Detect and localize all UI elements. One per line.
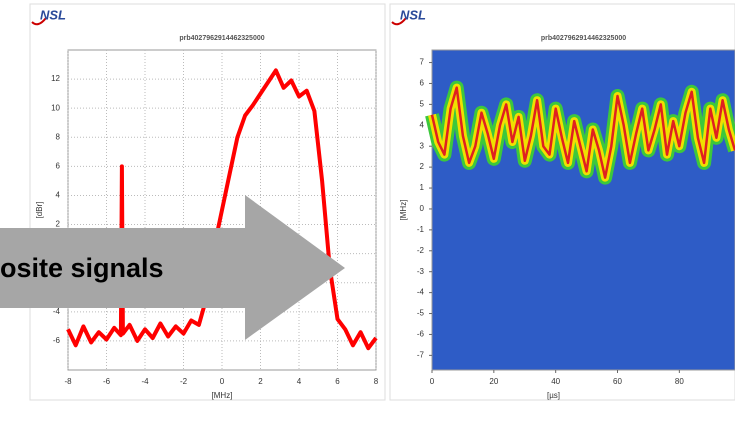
x-tick-label: 8 — [374, 377, 379, 386]
y-axis-label: [dBr] — [35, 202, 44, 219]
y-tick-label: -7 — [417, 350, 425, 359]
y-tick-label: 12 — [51, 74, 60, 83]
logo: NSL — [40, 7, 66, 22]
x-tick-label: -6 — [103, 377, 111, 386]
x-tick-label: 2 — [258, 377, 263, 386]
y-tick-label: 5 — [420, 99, 425, 108]
x-axis-label: [MHz] — [212, 391, 233, 400]
y-tick-label: -3 — [417, 267, 425, 276]
logo: NSL — [400, 7, 426, 22]
y-tick-label: 0 — [420, 204, 425, 213]
logo-swoosh — [391, 17, 407, 26]
y-axis-label: [MHz] — [399, 200, 408, 221]
charts: NSLprb4027962914462325000-6-4-2024681012… — [35, 7, 735, 400]
x-tick-label: 80 — [675, 377, 684, 386]
y-tick-label: 2 — [420, 162, 425, 171]
y-tick-label: -5 — [417, 309, 425, 318]
x-axis-label: [µs] — [547, 391, 560, 400]
logo-swoosh — [31, 17, 47, 26]
y-tick-label: 10 — [51, 103, 60, 112]
x-tick-label: -8 — [64, 377, 72, 386]
y-tick-label: 4 — [56, 191, 61, 200]
y-tick-label: 6 — [420, 79, 425, 88]
y-tick-label: 1 — [420, 183, 425, 192]
y-tick-label: -4 — [417, 288, 425, 297]
y-tick-label: -6 — [53, 336, 61, 345]
y-tick-label: 6 — [56, 161, 61, 170]
y-tick-label: -4 — [53, 307, 61, 316]
chart-title: prb4027962914462325000 — [541, 35, 626, 42]
overlay-text: osite signals — [0, 253, 164, 283]
x-tick-label: 4 — [297, 377, 302, 386]
x-tick-label: 20 — [489, 377, 498, 386]
y-tick-label: 4 — [420, 120, 425, 129]
y-tick-label: 3 — [420, 141, 425, 150]
y-tick-label: 2 — [56, 220, 61, 229]
x-tick-label: -2 — [180, 377, 188, 386]
chart-title: prb4027962914462325000 — [179, 35, 264, 42]
x-tick-label: 0 — [430, 377, 435, 386]
y-tick-label: -2 — [417, 246, 425, 255]
x-tick-label: 6 — [335, 377, 340, 386]
x-tick-label: 60 — [613, 377, 622, 386]
x-tick-label: 40 — [551, 377, 560, 386]
arrow — [0, 195, 345, 340]
y-tick-label: -1 — [417, 225, 425, 234]
y-tick-label: 7 — [420, 58, 425, 67]
band-core — [430, 86, 735, 179]
y-tick-label: -6 — [417, 330, 425, 339]
y-tick-label: 8 — [56, 132, 61, 141]
x-tick-label: -4 — [141, 377, 149, 386]
x-tick-label: 0 — [220, 377, 225, 386]
